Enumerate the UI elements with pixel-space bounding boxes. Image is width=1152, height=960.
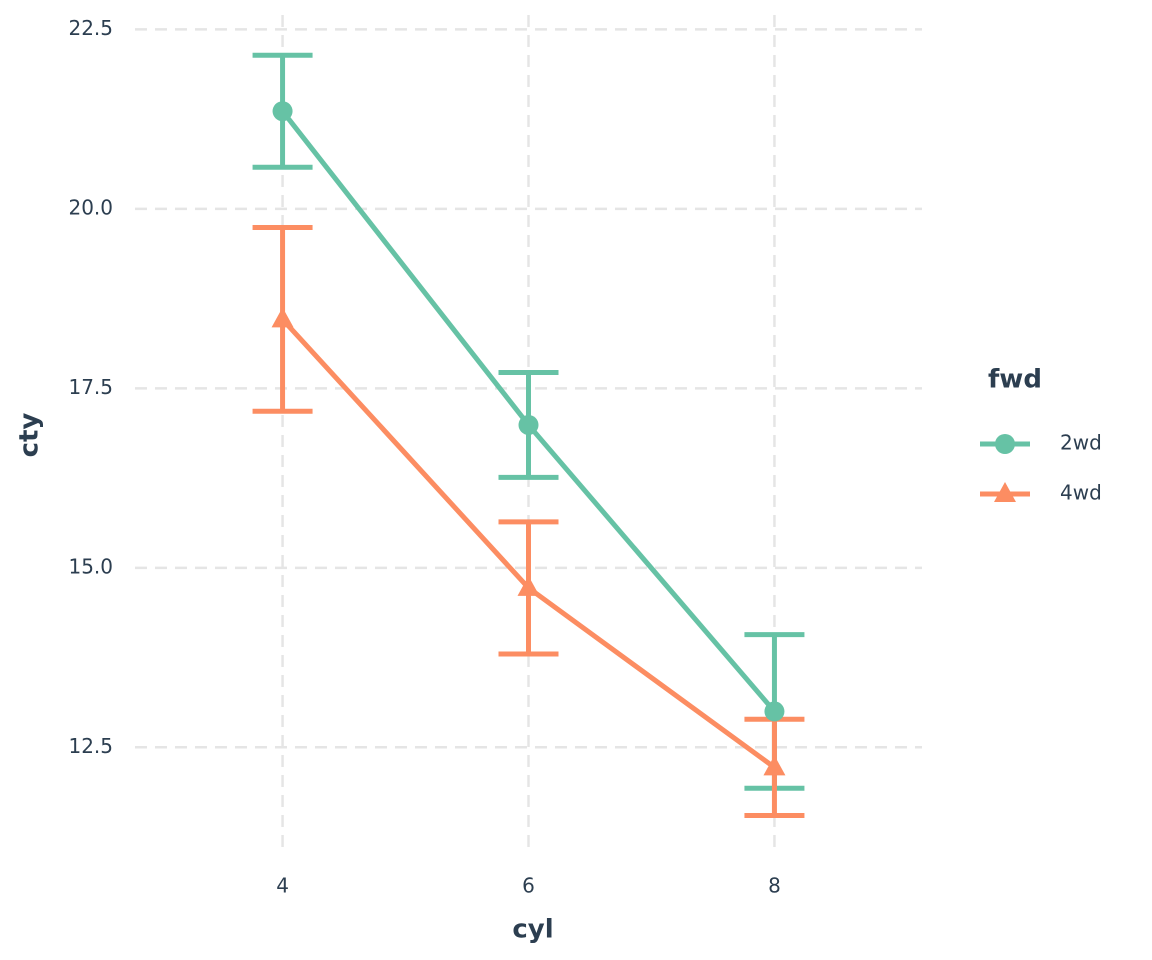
y-axis-title: cty (15, 413, 45, 458)
legend-marker (995, 434, 1015, 454)
legend-marker (994, 482, 1016, 502)
x-tick-label: 6 (522, 874, 535, 898)
x-axis-title: cyl (512, 915, 553, 945)
legend-title: fwd (988, 365, 1042, 395)
y-tick-label: 12.5 (68, 734, 113, 758)
y-tick-label: 20.0 (68, 195, 113, 219)
y-tick-label: 17.5 (68, 375, 113, 399)
point (763, 755, 786, 776)
legend-label: 4wd (1060, 481, 1102, 505)
x-tick-label: 4 (276, 874, 289, 898)
point (764, 701, 785, 722)
y-tick-label: 15.0 (68, 554, 113, 578)
point (272, 101, 293, 122)
x-tick-label: 8 (768, 874, 781, 898)
point (517, 575, 540, 596)
point (271, 307, 294, 328)
y-tick-label: 22.5 (68, 16, 113, 40)
point (518, 414, 539, 435)
legend-label: 2wd (1060, 431, 1102, 455)
